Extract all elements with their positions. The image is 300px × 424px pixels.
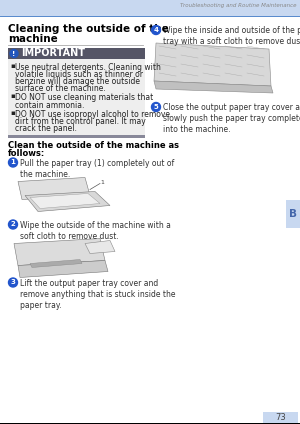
Text: B: B: [289, 209, 297, 219]
Bar: [263, 412, 298, 423]
Text: DO NOT use cleaning materials that: DO NOT use cleaning materials that: [15, 94, 153, 103]
Circle shape: [152, 25, 160, 34]
Text: 1: 1: [11, 159, 15, 165]
Text: Pull the paper tray (1) completely out of
the machine.: Pull the paper tray (1) completely out o…: [20, 159, 174, 179]
Circle shape: [10, 50, 18, 58]
Polygon shape: [30, 259, 82, 268]
Text: Clean the outside of the machine as: Clean the outside of the machine as: [8, 140, 179, 150]
Polygon shape: [154, 43, 271, 86]
Bar: [8, 59, 145, 134]
Polygon shape: [85, 240, 115, 254]
Text: Wipe the outside of the machine with a
soft cloth to remove dust.: Wipe the outside of the machine with a s…: [20, 220, 171, 240]
Text: IMPORTANT: IMPORTANT: [21, 48, 85, 59]
Text: Close the output paper tray cover and
slowly push the paper tray completely
into: Close the output paper tray cover and sl…: [163, 103, 300, 134]
Polygon shape: [18, 178, 90, 200]
Text: Lift the output paper tray cover and
remove anything that is stuck inside the
pa: Lift the output paper tray cover and rem…: [20, 279, 176, 310]
Text: !: !: [12, 50, 16, 56]
Bar: [0, 423, 300, 424]
Text: follows:: follows:: [8, 148, 45, 157]
Polygon shape: [18, 260, 108, 277]
Polygon shape: [14, 238, 105, 265]
Text: benzine will damage the outside: benzine will damage the outside: [15, 77, 140, 86]
Text: ▪: ▪: [10, 110, 15, 116]
Text: machine: machine: [8, 34, 58, 44]
Text: Troubleshooting and Routine Maintenance: Troubleshooting and Routine Maintenance: [179, 3, 296, 8]
Text: ▪: ▪: [10, 63, 15, 69]
Polygon shape: [25, 192, 110, 212]
Circle shape: [8, 278, 17, 287]
Text: ▪: ▪: [10, 94, 15, 100]
Circle shape: [8, 158, 17, 167]
Text: DO NOT use isopropyl alcohol to remove: DO NOT use isopropyl alcohol to remove: [15, 110, 170, 119]
Text: 5: 5: [154, 104, 158, 110]
Polygon shape: [154, 81, 273, 93]
Text: 1: 1: [100, 181, 104, 186]
Circle shape: [8, 220, 17, 229]
Circle shape: [152, 103, 160, 112]
Text: dirt from the control panel. It may: dirt from the control panel. It may: [15, 117, 146, 126]
Text: volatile liquids such as thinner or: volatile liquids such as thinner or: [15, 70, 143, 79]
Text: Use neutral detergents. Cleaning with: Use neutral detergents. Cleaning with: [15, 63, 161, 72]
Polygon shape: [30, 193, 100, 209]
Text: 2: 2: [11, 221, 15, 228]
Text: Wipe the inside and outside of the paper
tray with a soft cloth to remove dust.: Wipe the inside and outside of the paper…: [163, 26, 300, 46]
Text: surface of the machine.: surface of the machine.: [15, 84, 106, 93]
Text: 3: 3: [11, 279, 15, 285]
Text: 73: 73: [275, 413, 286, 421]
Bar: [8, 48, 145, 59]
Bar: [0, 0, 300, 16]
Bar: [286, 200, 300, 228]
Bar: [8, 134, 145, 137]
Text: 4: 4: [154, 27, 158, 33]
Text: Cleaning the outside of the: Cleaning the outside of the: [8, 24, 169, 34]
Text: crack the panel.: crack the panel.: [15, 124, 77, 133]
Text: contain ammonia.: contain ammonia.: [15, 100, 84, 109]
